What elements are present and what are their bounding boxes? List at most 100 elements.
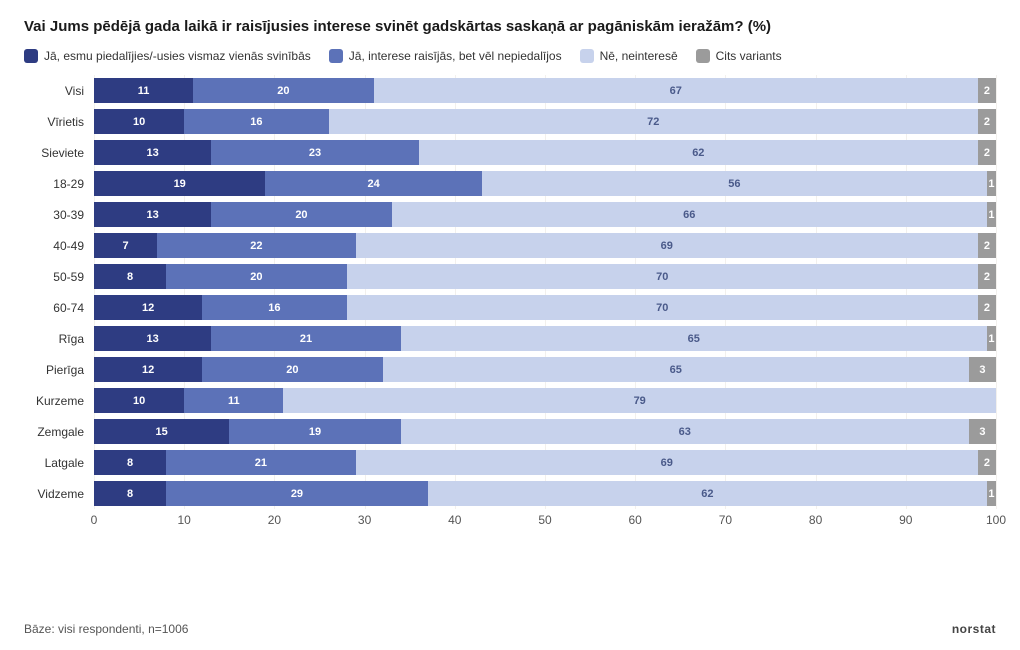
bar-row: 101179: [94, 385, 996, 416]
bar: 1323622: [94, 137, 996, 168]
bar-row: 1924561: [94, 168, 996, 199]
legend-label: Nē, neinteresē: [600, 49, 678, 63]
legend-item: Cits variants: [696, 49, 782, 63]
legend-swatch: [329, 49, 343, 63]
y-axis-label: Latgale: [45, 447, 84, 478]
bar-segment: 7: [94, 233, 157, 258]
chart-area: VisiVīrietisSieviete18-2930-3940-4950-59…: [24, 75, 996, 509]
bar-segment: 11: [184, 388, 283, 413]
bar: 1120672: [94, 75, 996, 106]
y-axis-label: 50-59: [53, 261, 84, 292]
x-tick-label: 100: [986, 513, 1006, 527]
bar-row: 820702: [94, 261, 996, 292]
bar-segment: 19: [229, 419, 400, 444]
bar-row: 829621: [94, 478, 996, 509]
bar-segment: 12: [94, 357, 202, 382]
bar-segment: 20: [166, 264, 346, 289]
bar-segment: 21: [166, 450, 355, 475]
bar-segment: 2: [978, 109, 996, 134]
bar-segment: 24: [265, 171, 481, 196]
y-axis-labels: VisiVīrietisSieviete18-2930-3940-4950-59…: [24, 75, 94, 509]
x-tick-label: 30: [358, 513, 371, 527]
legend-item: Nē, neinteresē: [580, 49, 678, 63]
bar-segment: 70: [347, 295, 978, 320]
y-axis-label: Sieviete: [41, 137, 84, 168]
y-axis-label: Zemgale: [37, 416, 84, 447]
brand-label: norstat: [952, 622, 996, 636]
legend-swatch: [24, 49, 38, 63]
x-tick-label: 70: [719, 513, 732, 527]
chart-title: Vai Jums pēdējā gada laikā ir raisījusie…: [24, 18, 996, 35]
bar-segment: 2: [978, 450, 996, 475]
bar: 722692: [94, 230, 996, 261]
bar-row: 1216702: [94, 292, 996, 323]
y-axis-label: Kurzeme: [36, 385, 84, 416]
bar-segment: 79: [283, 388, 996, 413]
legend-item: Jā, interese raisījās, bet vēl nepiedalī…: [329, 49, 562, 63]
x-tick-label: 50: [538, 513, 551, 527]
bar-segment: 13: [94, 326, 211, 351]
legend-label: Jā, interese raisījās, bet vēl nepiedalī…: [349, 49, 562, 63]
bar-row: 1321651: [94, 323, 996, 354]
legend: Jā, esmu piedalījies/-usies vismaz vienā…: [24, 49, 996, 63]
x-axis-spacer: [24, 513, 94, 531]
x-tick-label: 60: [629, 513, 642, 527]
bars-container: 1120672101672213236221924561132066172269…: [94, 75, 996, 509]
bar: 1519633: [94, 416, 996, 447]
bar: 1216702: [94, 292, 996, 323]
bar-segment: 13: [94, 140, 211, 165]
bar-row: 1320661: [94, 199, 996, 230]
bar-segment: 56: [482, 171, 987, 196]
bar: 1320661: [94, 199, 996, 230]
bar: 1924561: [94, 168, 996, 199]
x-axis: 0102030405060708090100: [24, 513, 996, 531]
y-axis-label: Vidzeme: [38, 478, 84, 509]
bar: 820702: [94, 261, 996, 292]
bar-segment: 3: [969, 419, 996, 444]
bar-row: 1323622: [94, 137, 996, 168]
x-tick-label: 90: [899, 513, 912, 527]
legend-swatch: [580, 49, 594, 63]
bar-segment: 62: [419, 140, 978, 165]
x-tick-label: 0: [91, 513, 98, 527]
bar-segment: 10: [94, 109, 184, 134]
y-axis-label: 60-74: [53, 292, 84, 323]
x-tick-label: 20: [268, 513, 281, 527]
bar-segment: 12: [94, 295, 202, 320]
bar-row: 1519633: [94, 416, 996, 447]
bar-segment: 2: [978, 295, 996, 320]
footer: Bāze: visi respondenti, n=1006 norstat: [24, 622, 996, 636]
bar-segment: 2: [978, 233, 996, 258]
bar-segment: 22: [157, 233, 355, 258]
bar-segment: 69: [356, 450, 978, 475]
bar-row: 1120672: [94, 75, 996, 106]
y-axis-label: 30-39: [53, 199, 84, 230]
bar-segment: 16: [202, 295, 346, 320]
bar-segment: 8: [94, 481, 166, 506]
bar-segment: 29: [166, 481, 428, 506]
bar-segment: 8: [94, 264, 166, 289]
bar: 1016722: [94, 106, 996, 137]
bar-segment: 1: [987, 202, 996, 227]
bar-row: 821692: [94, 447, 996, 478]
x-tick-label: 40: [448, 513, 461, 527]
bar-segment: 19: [94, 171, 265, 196]
y-axis-label: 40-49: [53, 230, 84, 261]
bar-segment: 21: [211, 326, 400, 351]
y-axis-label: Vīrietis: [47, 106, 84, 137]
y-axis-label: Visi: [65, 75, 84, 106]
bar-segment: 67: [374, 78, 978, 103]
bar-segment: 69: [356, 233, 978, 258]
bar-segment: 20: [202, 357, 382, 382]
bar: 821692: [94, 447, 996, 478]
bar-segment: 20: [211, 202, 391, 227]
bar-segment: 3: [969, 357, 996, 382]
x-axis-labels: 0102030405060708090100: [94, 513, 996, 531]
bar-segment: 65: [383, 357, 969, 382]
bar-segment: 1: [987, 171, 996, 196]
bar-segment: 62: [428, 481, 987, 506]
bar-row: 1220653: [94, 354, 996, 385]
bar-segment: 66: [392, 202, 987, 227]
bar-row: 722692: [94, 230, 996, 261]
y-axis-label: Rīga: [59, 323, 84, 354]
